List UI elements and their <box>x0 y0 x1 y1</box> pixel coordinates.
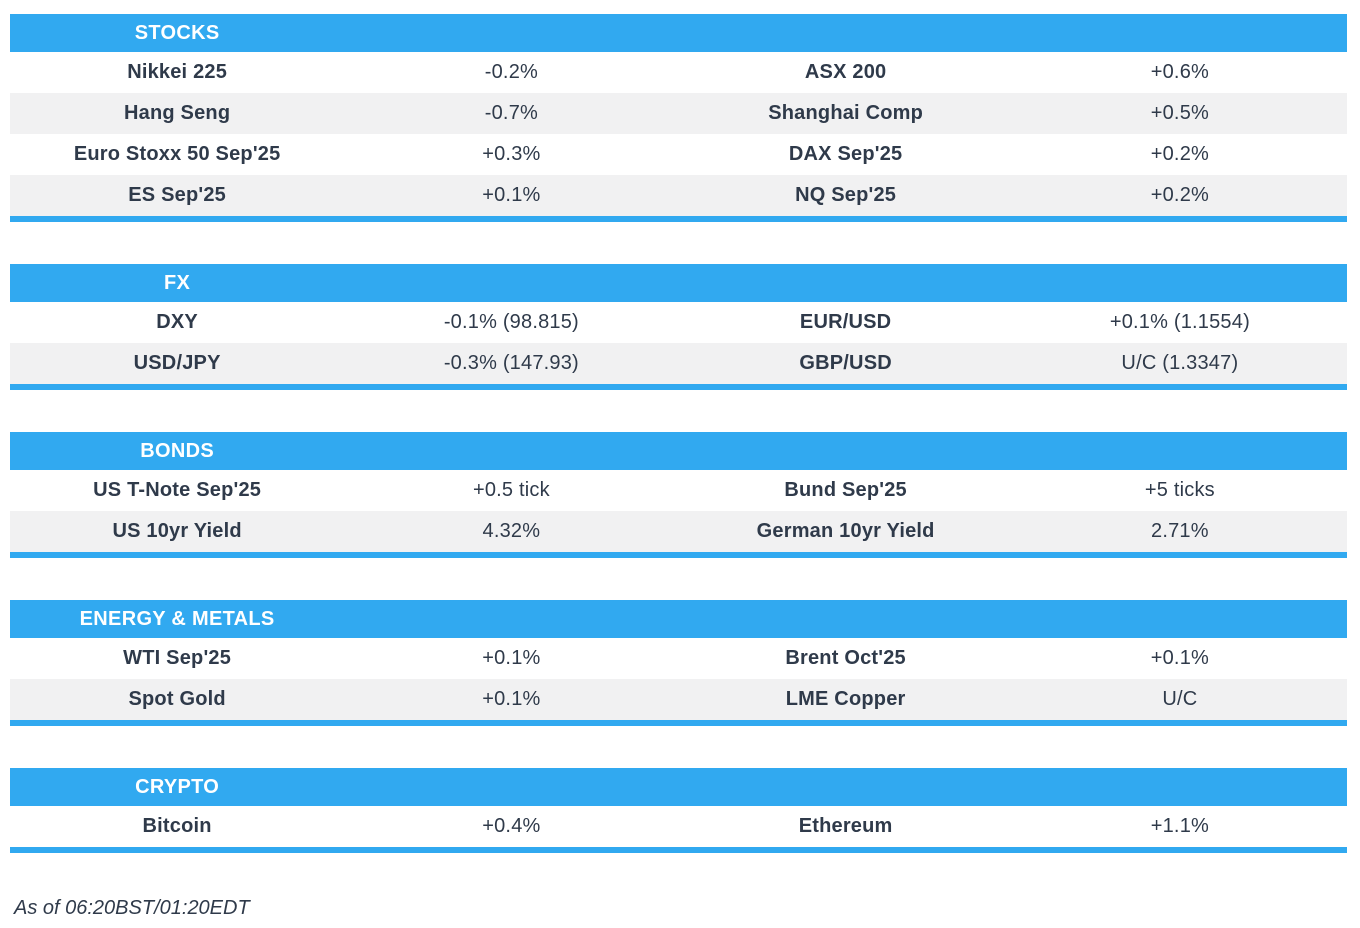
section-rows: DXY -0.1% (98.815) EUR/USD +0.1% (1.1554… <box>10 302 1347 384</box>
instrument-value: +0.6% <box>1150 61 1209 83</box>
instrument-name: LME Copper <box>785 688 906 710</box>
instrument-value: U/C (1.3347) <box>1121 352 1239 374</box>
instrument-name: Brent Oct'25 <box>785 647 906 669</box>
section-header: CRYPTO <box>10 768 1347 806</box>
market-table-stocks: STOCKS Nikkei 225 -0.2% ASX 200 +0.6% Ha… <box>10 14 1347 222</box>
section-rows: Nikkei 225 -0.2% ASX 200 +0.6% Hang Seng… <box>10 52 1347 216</box>
instrument-value: -0.1% (98.815) <box>443 311 579 333</box>
table-row: Euro Stoxx 50 Sep'25 +0.3% DAX Sep'25 +0… <box>10 134 1347 175</box>
section-title: CRYPTO <box>135 775 220 798</box>
as-of-timestamp: As of 06:20BST/01:20EDT <box>14 897 250 919</box>
instrument-name: Ethereum <box>798 815 893 837</box>
section-title: FX <box>164 271 191 294</box>
table-row: Spot Gold +0.1% LME Copper U/C <box>10 679 1347 720</box>
instrument-value: +0.4% <box>482 815 541 837</box>
table-row: ES Sep'25 +0.1% NQ Sep'25 +0.2% <box>10 175 1347 216</box>
section-header: ENERGY & METALS <box>10 600 1347 638</box>
instrument-name: Nikkei 225 <box>127 61 228 83</box>
section-rows: US T-Note Sep'25 +0.5 tick Bund Sep'25 +… <box>10 470 1347 552</box>
instrument-value: +0.5% <box>1150 102 1209 124</box>
instrument-value: +1.1% <box>1150 815 1209 837</box>
instrument-value: +0.1% <box>482 688 541 710</box>
market-table-energy-metals: ENERGY & METALS WTI Sep'25 +0.1% Brent O… <box>10 600 1347 726</box>
instrument-name: German 10yr Yield <box>756 520 935 542</box>
table-row: USD/JPY -0.3% (147.93) GBP/USD U/C (1.33… <box>10 343 1347 384</box>
section-title: BONDS <box>140 439 214 462</box>
instrument-value: U/C <box>1162 688 1198 710</box>
section-header: STOCKS <box>10 14 1347 52</box>
instrument-value: -0.2% <box>484 61 538 83</box>
table-row: US T-Note Sep'25 +0.5 tick Bund Sep'25 +… <box>10 470 1347 511</box>
instrument-value: +0.5 tick <box>472 479 550 501</box>
instrument-value: 4.32% <box>482 520 541 542</box>
instrument-name: Spot Gold <box>128 688 226 710</box>
section-rows: WTI Sep'25 +0.1% Brent Oct'25 +0.1% Spot… <box>10 638 1347 720</box>
instrument-value: +0.2% <box>1150 184 1209 206</box>
instrument-name: DXY <box>156 311 198 333</box>
table-row: DXY -0.1% (98.815) EUR/USD +0.1% (1.1554… <box>10 302 1347 343</box>
instrument-value: +0.2% <box>1150 143 1209 165</box>
instrument-value: +0.1% <box>1150 647 1209 669</box>
instrument-name: US 10yr Yield <box>112 520 242 542</box>
table-row: WTI Sep'25 +0.1% Brent Oct'25 +0.1% <box>10 638 1347 679</box>
section-header: BONDS <box>10 432 1347 470</box>
section-title: ENERGY & METALS <box>79 607 275 630</box>
instrument-name: GBP/USD <box>799 352 892 374</box>
instrument-value: -0.7% <box>484 102 538 124</box>
instrument-name: US T-Note Sep'25 <box>93 479 262 501</box>
instrument-name: USD/JPY <box>133 352 221 374</box>
instrument-value: -0.3% (147.93) <box>443 352 579 374</box>
instrument-name: Shanghai Comp <box>768 102 924 124</box>
instrument-value: +0.1% <box>482 647 541 669</box>
table-row: Bitcoin +0.4% Ethereum +1.1% <box>10 806 1347 847</box>
instrument-name: ES Sep'25 <box>128 184 226 206</box>
instrument-name: Euro Stoxx 50 Sep'25 <box>73 143 281 165</box>
instrument-name: EUR/USD <box>799 311 892 333</box>
instrument-name: DAX Sep'25 <box>788 143 903 165</box>
instrument-name: Bund Sep'25 <box>784 479 907 501</box>
instrument-value: 2.71% <box>1151 520 1209 542</box>
instrument-name: WTI Sep'25 <box>123 647 232 669</box>
instrument-name: NQ Sep'25 <box>795 184 897 206</box>
instrument-value: +5 ticks <box>1144 479 1215 501</box>
instrument-value: +0.1% <box>482 184 541 206</box>
market-table-bonds: BONDS US T-Note Sep'25 +0.5 tick Bund Se… <box>10 432 1347 558</box>
instrument-value: +0.3% <box>482 143 541 165</box>
table-row: US 10yr Yield 4.32% German 10yr Yield 2.… <box>10 511 1347 552</box>
sections: STOCKS Nikkei 225 -0.2% ASX 200 +0.6% Ha… <box>10 14 1347 853</box>
instrument-name: Hang Seng <box>123 102 231 124</box>
table-row: Hang Seng -0.7% Shanghai Comp +0.5% <box>10 93 1347 134</box>
instrument-name: Bitcoin <box>142 815 212 837</box>
section-rows: Bitcoin +0.4% Ethereum +1.1% <box>10 806 1347 847</box>
table-row: Nikkei 225 -0.2% ASX 200 +0.6% <box>10 52 1347 93</box>
market-table-crypto: CRYPTO Bitcoin +0.4% Ethereum +1.1% <box>10 768 1347 853</box>
section-title: STOCKS <box>134 21 220 44</box>
section-header: FX <box>10 264 1347 302</box>
instrument-value: +0.1% (1.1554) <box>1109 311 1250 333</box>
market-table-fx: FX DXY -0.1% (98.815) EUR/USD +0.1% (1.1… <box>10 264 1347 390</box>
instrument-name: ASX 200 <box>804 61 887 83</box>
